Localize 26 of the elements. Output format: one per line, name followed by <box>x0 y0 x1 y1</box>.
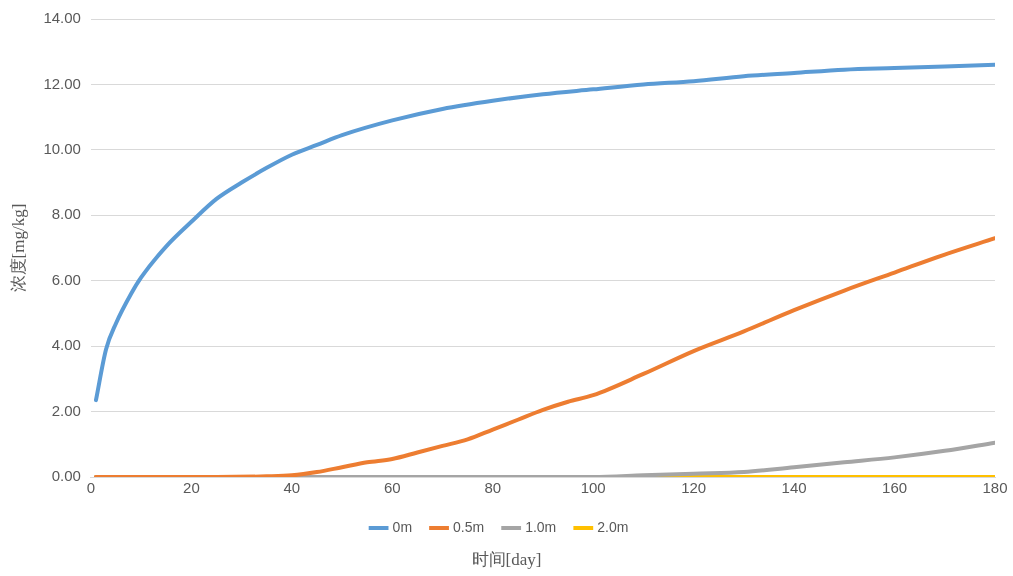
y-tick-label: 8.00 <box>51 205 81 223</box>
x-tick-label: 180 <box>982 479 1008 497</box>
x-tick-label: 120 <box>681 479 707 497</box>
x-tick-label: 160 <box>882 479 908 497</box>
x-tick-label: 140 <box>781 479 807 497</box>
y-tick-label: 6.00 <box>51 270 81 288</box>
y-tick-label: 2.00 <box>51 401 81 419</box>
y-tick-label: 0.00 <box>51 467 81 485</box>
x-axis-title: 时间[day] <box>470 549 543 571</box>
y-tick-label: 10.00 <box>43 140 81 157</box>
x-tick-label: 60 <box>383 479 401 497</box>
y-axis-title: 浓度[mg/kg] <box>8 203 28 293</box>
x-tick-label: 20 <box>183 479 200 497</box>
x-tick-label: 0 <box>86 479 96 497</box>
y-tick-label: 14.00 <box>43 9 81 27</box>
y-tick-label: 4.00 <box>51 336 81 354</box>
legend-label: 0m <box>392 518 413 535</box>
legend-label: 1.0m <box>525 518 557 535</box>
x-tick-label: 40 <box>283 479 301 497</box>
x-tick-label: 80 <box>484 479 502 497</box>
line-series <box>93 236 995 477</box>
line-series <box>93 62 995 403</box>
x-tick-label: 100 <box>580 479 606 497</box>
legend-label: 0.5m <box>453 518 485 535</box>
legend-label: 2.0m <box>597 518 629 535</box>
y-tick-label: 12.00 <box>43 74 81 92</box>
